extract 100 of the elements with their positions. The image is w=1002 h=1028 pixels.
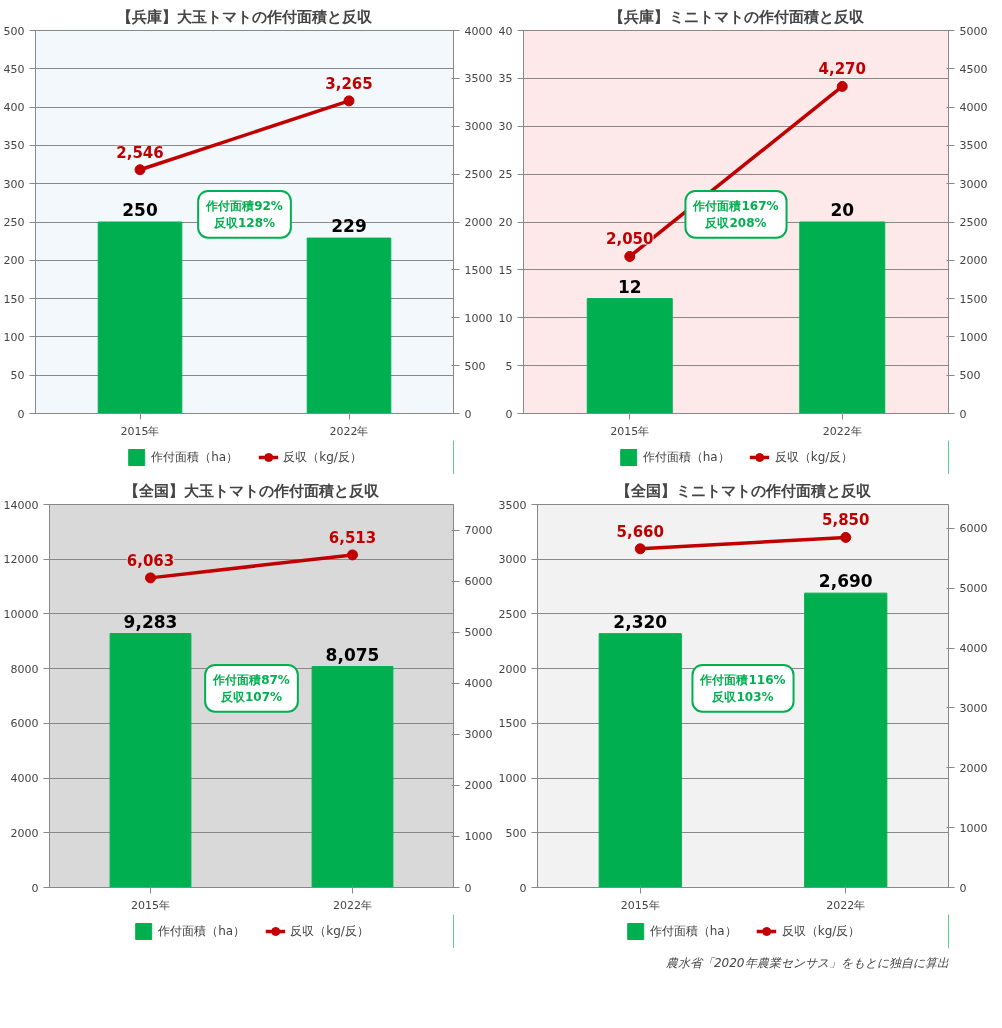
text: 農水省「2020年農業センサス」をもとに独自に算出 xyxy=(665,955,949,970)
y2-tick-label: 0 xyxy=(959,407,967,421)
data-label: 6,063 xyxy=(126,551,175,570)
y2-tick-label: 3000 xyxy=(464,728,493,742)
y-tick-label: 400 xyxy=(3,101,25,115)
data-label: 2,050 xyxy=(606,230,654,249)
data-label: 229 xyxy=(331,216,367,237)
y-tick-label: 2500 xyxy=(498,607,527,621)
chart-title: 【全国】ミニトマトの作付面積と反収 xyxy=(615,481,872,500)
y-tick-label: 40 xyxy=(498,24,513,38)
annotation: 作付面積167% 反収208% xyxy=(692,198,779,230)
y-tick-label: 150 xyxy=(3,292,25,306)
y-tick-label: 0 xyxy=(519,881,527,895)
y-tick-label: 0 xyxy=(505,407,513,421)
y-tick-label: 8000 xyxy=(10,662,39,676)
y2-tick-label: 4500 xyxy=(959,62,988,76)
x-tick-label: 2015年 xyxy=(620,898,660,912)
y2-tick-label: 2500 xyxy=(959,216,988,229)
y-tick-label: 15 xyxy=(498,263,513,277)
x-tick-label: 2015年 xyxy=(120,424,160,438)
annotation: 作付面積116% 反収103% xyxy=(699,672,786,704)
data-label: 12 xyxy=(617,276,642,297)
data-label: 3,265 xyxy=(325,74,373,93)
legend-label: 反収（kg/反） xyxy=(283,448,362,466)
y-tick-label: 3000 xyxy=(498,553,527,567)
y-tick-label: 350 xyxy=(3,139,25,153)
y-tick-label: 200 xyxy=(3,254,25,268)
y2-tick-label: 1500 xyxy=(959,292,988,306)
y2-tick-label: 5000 xyxy=(959,582,988,596)
data-label: 2,690 xyxy=(818,571,873,592)
y2-tick-label: 1000 xyxy=(959,821,988,835)
data-label: 250 xyxy=(122,200,158,220)
y2-tick-label: 4000 xyxy=(464,24,493,38)
y2-tick-label: 3000 xyxy=(959,177,988,191)
chart-title: 【兵庫】ミニトマトの作付面積と反収 xyxy=(608,7,865,26)
data-label: 9,283 xyxy=(123,611,178,632)
y-tick-label: 10 xyxy=(498,311,513,325)
x-tick-label: 2022年 xyxy=(826,898,866,912)
y2-tick-label: 3500 xyxy=(959,139,988,153)
y-tick-label: 4000 xyxy=(10,772,39,786)
x-tick-label: 2015年 xyxy=(131,898,170,912)
y-tick-label: 50 xyxy=(10,369,25,383)
y-tick-label: 0 xyxy=(17,407,25,421)
annotation: 作付面積92% 反収128% xyxy=(205,198,283,230)
x-tick-label: 2022年 xyxy=(329,424,369,438)
y-tick-label: 6000 xyxy=(10,717,39,731)
y2-tick-label: 500 xyxy=(464,359,486,373)
legend-label: 作付面積（ha） xyxy=(642,448,730,466)
y2-tick-label: 5000 xyxy=(464,626,493,640)
legend-label: 反収（kg/反） xyxy=(781,922,861,940)
y-tick-label: 20 xyxy=(498,216,513,229)
y2-tick-label: 2000 xyxy=(464,216,493,229)
y-tick-label: 500 xyxy=(505,826,527,840)
data-label: 20 xyxy=(830,200,855,220)
y-tick-label: 500 xyxy=(3,24,25,38)
y2-tick-label: 0 xyxy=(464,407,472,421)
y2-tick-label: 3000 xyxy=(464,120,493,134)
y2-tick-label: 1000 xyxy=(464,830,493,844)
data-label: 2,546 xyxy=(116,143,164,162)
data-label: 8,075 xyxy=(325,644,380,665)
y2-tick-label: 3500 xyxy=(464,72,493,86)
y2-tick-label: 2500 xyxy=(464,168,493,182)
legend-label: 作付面積（ha） xyxy=(649,922,737,940)
x-tick-label: 2022年 xyxy=(822,424,862,438)
y-tick-label: 30 xyxy=(498,120,513,134)
y2-tick-label: 2000 xyxy=(464,779,493,793)
y2-tick-label: 2000 xyxy=(959,254,988,268)
legend-label: 反収（kg/反） xyxy=(774,448,854,466)
annotation: 作付面積87% 反収107% xyxy=(212,672,290,704)
y2-tick-label: 4000 xyxy=(464,677,493,691)
y2-tick-label: 2000 xyxy=(959,761,988,775)
y2-tick-label: 1000 xyxy=(959,330,988,344)
y-tick-label: 250 xyxy=(3,216,25,229)
data-label: 6,513 xyxy=(328,528,377,547)
y-tick-label: 5 xyxy=(505,359,513,373)
chart-title: 【兵庫】大玉トマトの作付面積と反収 xyxy=(117,7,373,26)
y2-tick-label: 6000 xyxy=(464,575,493,589)
y-tick-label: 0 xyxy=(31,881,39,895)
y-tick-label: 1000 xyxy=(498,772,527,786)
legend-label: 作付面積（ha） xyxy=(158,922,246,940)
y2-tick-label: 6000 xyxy=(959,522,988,536)
y-tick-label: 300 xyxy=(3,177,25,191)
y2-tick-label: 0 xyxy=(959,881,967,895)
y-tick-label: 12000 xyxy=(3,553,39,567)
y-tick-label: 100 xyxy=(3,330,25,344)
y-tick-label: 25 xyxy=(498,168,513,182)
y2-tick-label: 500 xyxy=(959,369,981,383)
y-tick-label: 3500 xyxy=(498,498,527,512)
x-tick-label: 2015年 xyxy=(610,424,650,438)
chart-title: 【全国】大玉トマトの作付面積と反収 xyxy=(124,481,380,500)
y-tick-label: 450 xyxy=(3,62,25,76)
legend-label: 反収（kg/反） xyxy=(290,922,369,940)
y2-tick-label: 4000 xyxy=(959,642,988,656)
y2-tick-label: 7000 xyxy=(464,524,493,538)
y-tick-label: 35 xyxy=(498,72,513,86)
y-tick-label: 1500 xyxy=(498,717,527,731)
y2-tick-label: 4000 xyxy=(959,101,988,115)
data-label: 5,660 xyxy=(616,522,664,541)
y2-tick-label: 1500 xyxy=(464,263,493,277)
y-tick-label: 2000 xyxy=(498,662,527,676)
